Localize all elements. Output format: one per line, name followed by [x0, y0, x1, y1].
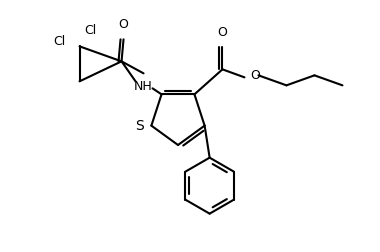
- Text: Cl: Cl: [53, 35, 65, 48]
- Text: NH: NH: [134, 80, 153, 93]
- Text: O: O: [217, 26, 227, 39]
- Text: O: O: [250, 69, 260, 82]
- Text: O: O: [119, 18, 128, 31]
- Text: S: S: [136, 119, 144, 133]
- Text: Cl: Cl: [84, 24, 97, 37]
